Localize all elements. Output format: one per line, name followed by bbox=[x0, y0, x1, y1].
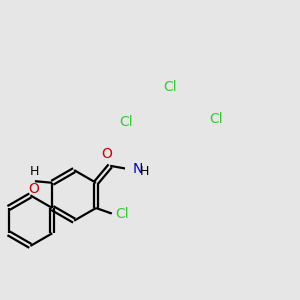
Text: N: N bbox=[133, 162, 143, 176]
Text: O: O bbox=[102, 147, 112, 161]
Text: O: O bbox=[29, 182, 40, 196]
Text: Cl: Cl bbox=[209, 112, 223, 126]
Text: Cl: Cl bbox=[119, 115, 133, 129]
Text: Cl: Cl bbox=[115, 207, 129, 221]
Text: Cl: Cl bbox=[164, 80, 177, 94]
Text: H: H bbox=[29, 165, 39, 178]
Text: H: H bbox=[140, 165, 149, 178]
